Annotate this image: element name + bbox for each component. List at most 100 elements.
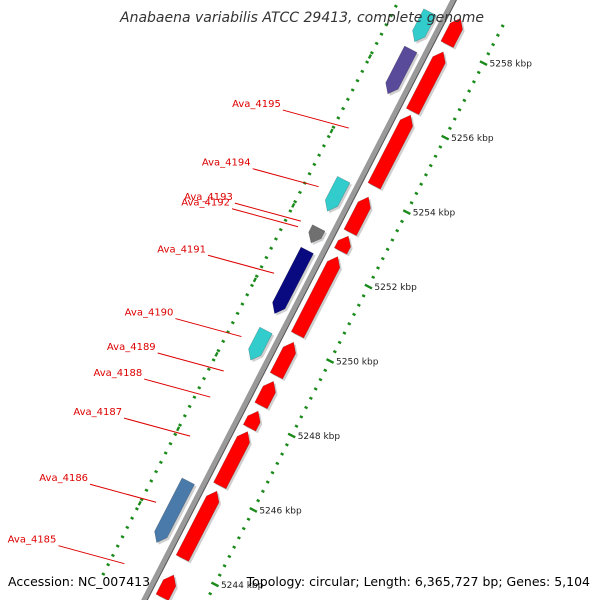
scale-minor-tick: [486, 52, 491, 56]
gene-arrow: [343, 196, 371, 237]
gene-arrow: [308, 224, 326, 244]
scale-minor-tick: [347, 321, 352, 326]
inner-major-tick: [214, 351, 219, 357]
scale-minor-tick: [227, 554, 232, 559]
scale-minor-tick: [208, 591, 213, 596]
scale-minor-tick: [352, 312, 357, 317]
scale-major-tick: [325, 358, 335, 364]
scale-minor-tick: [471, 79, 476, 84]
gene-label-leader: [252, 168, 319, 188]
scale-minor-tick: [414, 191, 419, 196]
scale-minor-tick: [217, 573, 222, 577]
inner-scale-tick: [288, 209, 293, 213]
gene-label-leader: [89, 483, 157, 503]
inner-major-tick: [176, 426, 181, 432]
scale-minor-tick: [342, 331, 347, 335]
gene-label: Ava_4186: [39, 473, 88, 484]
inner-scale-tick: [245, 292, 250, 297]
scale-minor-tick: [361, 294, 366, 298]
inner-scale-tick: [235, 311, 240, 316]
scale-major-tick: [210, 581, 220, 588]
gene-arrow: [213, 431, 250, 490]
scale-minor-tick: [280, 452, 285, 456]
gene-label: Ava_4187: [73, 407, 122, 418]
gene-label-leader: [123, 417, 191, 437]
inner-scale-tick: [163, 451, 168, 455]
inner-scale-tick: [384, 23, 389, 27]
inner-major-tick: [252, 277, 257, 283]
gene-label: Ava_4192: [181, 198, 230, 209]
inner-scale-tick: [158, 460, 163, 465]
scale-tick-label: 5254 kbp: [413, 209, 456, 219]
scale-minor-tick: [428, 163, 433, 168]
gene-label-leader: [58, 545, 125, 565]
gene-label-leader: [234, 202, 302, 222]
inner-scale-tick: [321, 144, 326, 148]
gene-label-leader: [175, 318, 242, 338]
inner-scale-tick: [355, 78, 360, 83]
inner-scale-tick: [216, 348, 221, 353]
gene-arrow: [412, 8, 437, 43]
inner-scale-tick: [230, 320, 235, 325]
scale-minor-tick: [299, 415, 304, 419]
scale-tick-label: 5252 kbp: [374, 283, 417, 293]
gene-label: Ava_4194: [202, 158, 251, 169]
scale-minor-tick: [256, 498, 261, 503]
inner-major-tick: [329, 128, 334, 134]
gene-label: Ava_4195: [232, 99, 281, 110]
scale-minor-tick: [395, 228, 400, 233]
inner-scale-tick: [393, 4, 398, 9]
inner-scale-tick: [154, 469, 159, 474]
backbone-line: [141, 0, 456, 600]
scale-minor-tick: [462, 98, 467, 103]
inner-major-tick: [367, 53, 373, 59]
scale-minor-tick: [275, 461, 280, 466]
gene-label: Ava_4189: [107, 342, 156, 353]
scale-minor-tick: [433, 154, 438, 159]
scale-minor-tick: [438, 145, 443, 149]
scale-minor-tick: [423, 173, 428, 177]
inner-scale-tick: [259, 265, 264, 269]
inner-scale-tick: [264, 255, 269, 260]
gene-labels: Ava_4185 Ava_4186 Ava_4187 Ava_4188 Ava_4189…: [8, 99, 349, 565]
scale-minor-tick: [222, 563, 227, 568]
scale-minor-tick: [409, 200, 414, 205]
inner-scale-tick: [168, 441, 173, 446]
gene-arrow: [154, 477, 195, 544]
inner-scale-tick: [178, 423, 183, 427]
map-title: Anabaena variabilis ATCC 29413, complete…: [119, 10, 484, 26]
gene-label: Ava_4185: [8, 535, 57, 546]
scale-tick-label: 5244 kbp: [221, 581, 264, 591]
gene-arrow: [254, 380, 276, 410]
inner-scale-tick: [106, 562, 111, 567]
inner-scale-tick: [202, 376, 207, 381]
scale-major-tick: [364, 283, 373, 290]
scale-minor-tick: [246, 517, 251, 522]
scale-minor-tick: [241, 526, 246, 531]
inner-scale-tick: [187, 404, 192, 409]
inner-scale-tick: [331, 125, 336, 130]
inner-scale-tick: [149, 479, 154, 483]
topology-summary: Topology: circular; Length: 6,365,727 bp…: [246, 574, 590, 589]
scale-minor-tick: [236, 536, 241, 540]
gene-arrow: [175, 490, 220, 562]
inner-scale-tick: [365, 60, 370, 64]
inner-scale-tick: [297, 190, 302, 195]
scale-minor-tick: [452, 117, 457, 121]
inner-scale-tick: [120, 534, 125, 539]
inner-scale-tick: [278, 227, 283, 232]
inner-scale-tick: [226, 330, 230, 334]
scale-minor-tick: [500, 24, 505, 28]
gene-arrow: [367, 114, 414, 190]
scale-minor-tick: [447, 126, 452, 131]
scale-minor-tick: [380, 256, 385, 261]
gene-arrow: [272, 246, 314, 315]
scale-tick-label: 5258 kbp: [490, 60, 533, 70]
gene-arrow: [290, 256, 341, 339]
inner-scale-tick: [254, 274, 259, 278]
inner-scale-tick: [211, 358, 216, 362]
inner-scale-tick: [130, 516, 135, 520]
inner-scale-tick: [134, 507, 139, 511]
inner-scale-tick: [144, 488, 149, 493]
inner-scale-tick: [192, 395, 197, 399]
